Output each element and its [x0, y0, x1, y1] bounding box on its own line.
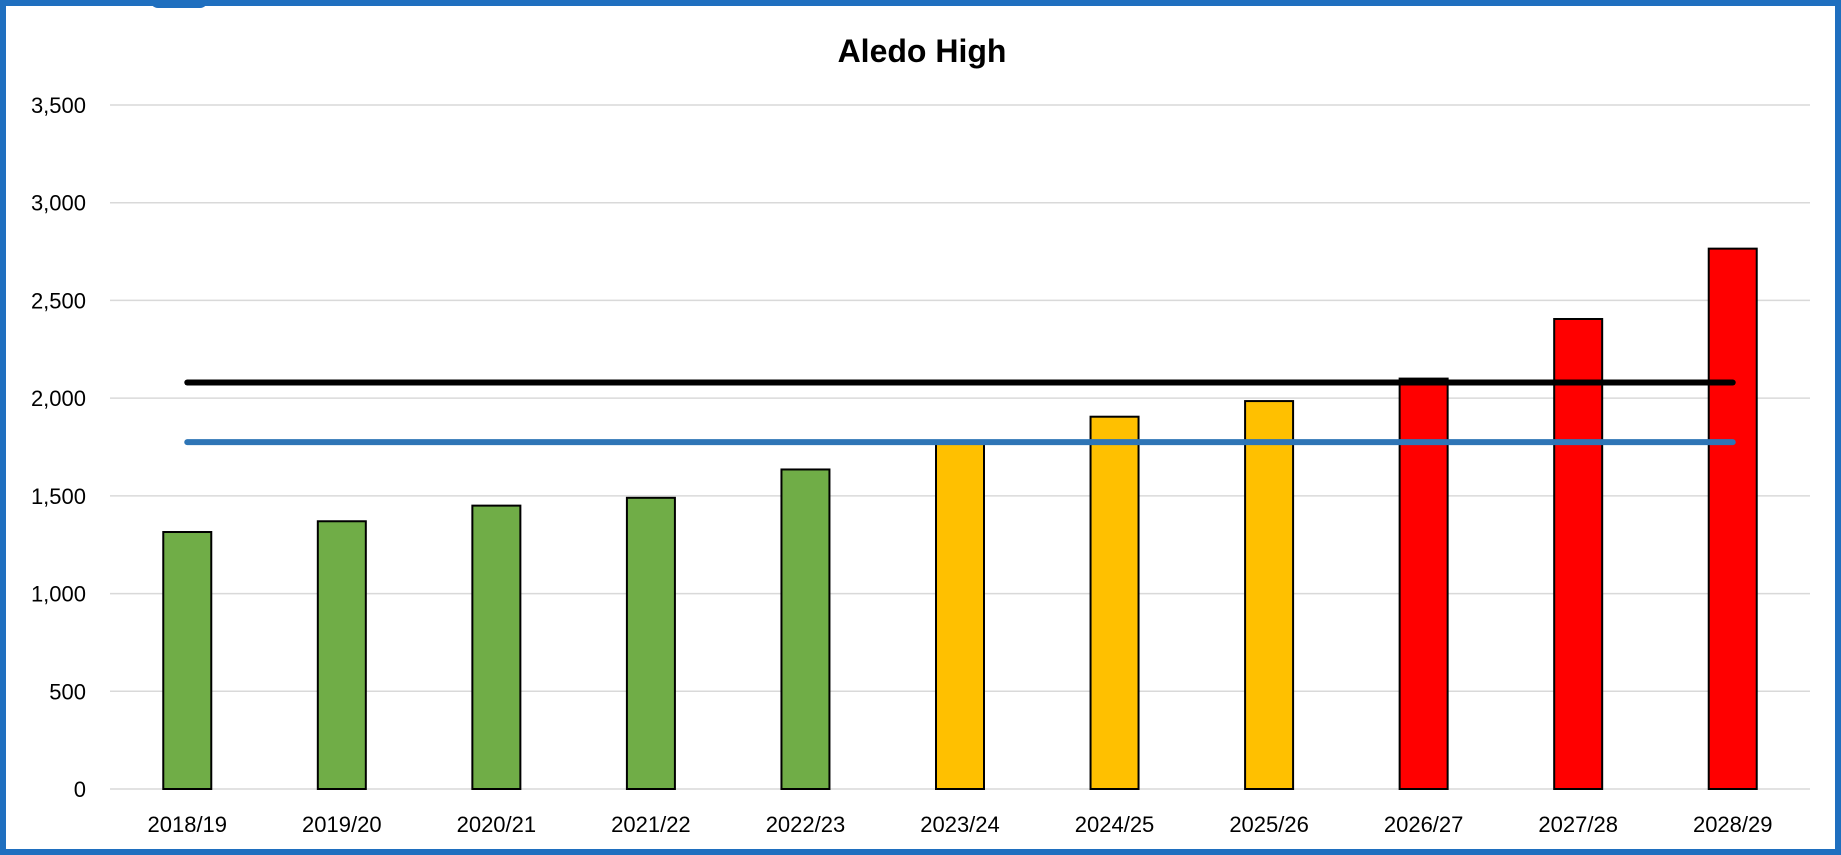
bar	[1553, 317, 1604, 790]
y-tick-label: 3,000	[31, 191, 86, 216]
x-tick-label: 2022/23	[766, 812, 846, 837]
x-tick-label: 2018/19	[148, 812, 228, 837]
y-axis-tick-labels: 0 500 1,000 1,500 2,000 2,500 3,000 3,500	[31, 93, 86, 802]
bar	[1244, 400, 1295, 790]
chart-title: Aledo High	[838, 33, 1007, 69]
y-tick-label: 2,000	[31, 386, 86, 411]
x-tick-label: 2028/29	[1693, 812, 1773, 837]
bar	[1707, 247, 1758, 790]
bars	[162, 247, 1758, 791]
bar	[471, 504, 522, 790]
bar	[1089, 415, 1140, 790]
y-tick-label: 1,000	[31, 582, 86, 607]
bar	[162, 531, 213, 790]
y-tick-label: 2,500	[31, 288, 86, 313]
x-tick-label: 2024/25	[1075, 812, 1155, 837]
x-tick-label: 2021/22	[611, 812, 691, 837]
y-tick-label: 1,500	[31, 484, 86, 509]
x-tick-label: 2026/27	[1384, 812, 1464, 837]
x-tick-label: 2025/26	[1229, 812, 1309, 837]
y-tick-label: 500	[49, 679, 86, 704]
bar	[780, 468, 831, 790]
x-tick-label: 2023/24	[920, 812, 1000, 837]
y-tick-label: 0	[74, 777, 86, 802]
bar	[316, 520, 367, 791]
bar	[625, 496, 676, 790]
bar	[1398, 377, 1449, 790]
bar	[935, 441, 985, 790]
x-tick-label: 2027/28	[1538, 812, 1618, 837]
x-tick-label: 2020/21	[457, 812, 537, 837]
y-tick-label: 3,500	[31, 93, 86, 118]
x-tick-label: 2019/20	[302, 812, 382, 837]
frame-corner-tab	[150, 0, 208, 8]
reference-lines	[184, 379, 1736, 446]
x-axis-tick-labels: 2018/19 2019/20 2020/21 2021/22 2022/23 2023/…	[148, 812, 1773, 837]
